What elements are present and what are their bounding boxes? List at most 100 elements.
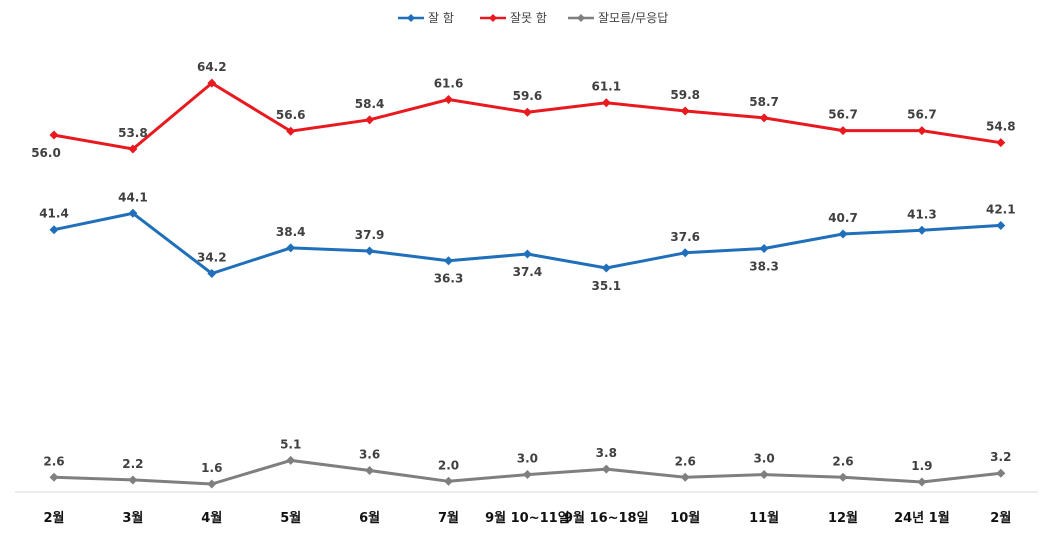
data-label: 5.1 [280, 437, 301, 451]
data-point [680, 248, 690, 258]
x-tick-label: 11월 [749, 510, 779, 526]
x-tick-label: 7월 [438, 510, 459, 526]
data-point [365, 115, 375, 125]
data-label: 61.6 [434, 77, 464, 91]
data-label: 3.0 [517, 452, 538, 466]
data-point [838, 126, 848, 136]
data-point [680, 106, 690, 116]
data-label: 64.2 [197, 60, 227, 74]
data-point [838, 229, 848, 239]
data-label: 37.6 [670, 230, 700, 244]
data-label: 44.1 [118, 190, 148, 204]
data-point [128, 144, 138, 154]
data-label: 41.4 [39, 207, 69, 221]
data-label: 41.3 [907, 207, 937, 221]
data-point [444, 95, 453, 105]
data-point [286, 243, 296, 253]
data-label: 2.6 [43, 454, 64, 468]
data-point [996, 138, 1006, 148]
x-tick-label: 24년 1월 [894, 510, 950, 526]
data-point [601, 263, 611, 273]
data-point [365, 466, 375, 475]
x-tick-label: 5월 [280, 510, 301, 526]
data-point [917, 126, 927, 136]
data-label: 1.9 [911, 459, 932, 473]
data-point [128, 475, 138, 485]
data-point [522, 107, 532, 117]
x-tick-label: 9월 16~18일 [564, 510, 649, 526]
x-tick-label: 9월 10~11일 [485, 510, 570, 526]
legend-label: 잘모름/무응답 [598, 11, 668, 25]
data-label: 54.8 [986, 120, 1016, 134]
data-label: 3.2 [990, 450, 1011, 464]
data-point [365, 246, 375, 256]
legend-item: 잘못 함 [480, 11, 547, 25]
data-label: 56.7 [828, 108, 858, 122]
series-layer [49, 78, 1006, 489]
legend: 잘 함 잘못 함 잘모름/무응답 [398, 11, 668, 25]
legend-marker [489, 14, 497, 22]
data-label: 53.8 [118, 126, 148, 140]
data-label: 2.0 [438, 458, 459, 472]
x-tick-label: 10월 [670, 510, 700, 526]
data-point [838, 472, 848, 482]
data-point [917, 225, 927, 235]
data-label: 38.3 [749, 260, 779, 274]
data-point [207, 268, 217, 278]
data-point [522, 470, 532, 480]
data-label: 2.6 [832, 454, 853, 468]
data-point [759, 113, 769, 123]
x-tick-label: 2월 [990, 510, 1011, 526]
data-label: 38.4 [276, 225, 306, 239]
legend-label: 잘 함 [428, 11, 454, 25]
data-label: 58.4 [355, 97, 385, 111]
legend-item: 잘 함 [398, 11, 454, 25]
data-label: 2.6 [675, 454, 696, 468]
x-tick-label: 3월 [122, 510, 143, 526]
x-tick-label: 2월 [43, 510, 64, 526]
x-tick-label: 12월 [828, 510, 858, 526]
legend-marker [577, 14, 585, 22]
x-tick-label: 4월 [201, 510, 222, 526]
data-label: 36.3 [434, 272, 464, 286]
data-label: 3.0 [753, 452, 774, 466]
data-label: 3.6 [359, 448, 380, 462]
data-point [759, 470, 769, 480]
data-point [128, 208, 138, 218]
data-point [680, 472, 690, 482]
data-label: 37.9 [355, 228, 385, 242]
data-point [917, 477, 927, 487]
data-point [444, 256, 453, 266]
data-label: 56.6 [276, 108, 306, 122]
data-label: 2.2 [122, 457, 143, 471]
data-label: 59.6 [513, 89, 543, 103]
data-label: 56.7 [907, 108, 937, 122]
data-point [601, 464, 611, 474]
data-point [286, 455, 296, 465]
data-point [207, 78, 217, 88]
data-point [996, 220, 1006, 230]
data-point [601, 98, 611, 108]
data-label: 40.7 [828, 211, 858, 225]
data-label: 34.2 [197, 250, 227, 264]
data-point [49, 472, 59, 482]
data-point [444, 476, 453, 486]
data-label: 56.0 [31, 146, 61, 160]
data-label: 37.4 [513, 265, 543, 279]
data-label: 42.1 [986, 202, 1016, 216]
data-point [49, 225, 59, 235]
legend-item: 잘모름/무응답 [568, 11, 668, 25]
data-label: 58.7 [749, 95, 779, 109]
legend-marker [407, 14, 415, 22]
data-point [996, 468, 1006, 478]
data-label: 3.8 [596, 446, 617, 460]
data-point [207, 479, 217, 489]
data-point [286, 126, 296, 136]
data-point [49, 130, 59, 140]
data-label: 61.1 [591, 80, 621, 94]
data-point [759, 244, 769, 254]
data-label-layer: 41.4 44.1 34.2 38.4 37.9 36.3 37.4 35.1 37.6 38.3… [31, 60, 1015, 475]
